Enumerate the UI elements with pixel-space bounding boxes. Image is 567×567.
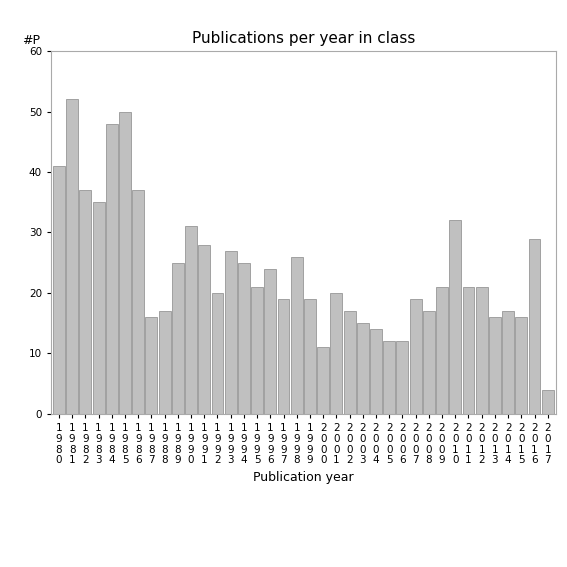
Bar xyxy=(396,341,408,414)
Bar xyxy=(92,202,104,414)
Bar xyxy=(79,190,91,414)
Bar xyxy=(291,257,303,414)
Bar xyxy=(370,329,382,414)
Bar xyxy=(542,390,554,414)
Bar xyxy=(476,287,488,414)
Title: Publications per year in class: Publications per year in class xyxy=(192,31,415,46)
Bar xyxy=(146,317,158,414)
Bar xyxy=(383,341,395,414)
Bar xyxy=(132,190,144,414)
Bar xyxy=(238,263,250,414)
Bar xyxy=(357,323,369,414)
Bar xyxy=(489,317,501,414)
Bar xyxy=(159,311,171,414)
Bar xyxy=(331,293,342,414)
Bar xyxy=(251,287,263,414)
Bar xyxy=(119,112,131,414)
Bar xyxy=(528,239,540,414)
Bar xyxy=(278,299,290,414)
Bar xyxy=(185,226,197,414)
Bar xyxy=(423,311,435,414)
Bar xyxy=(515,317,527,414)
Bar xyxy=(66,99,78,414)
Bar xyxy=(106,124,118,414)
Bar xyxy=(502,311,514,414)
Bar xyxy=(304,299,316,414)
X-axis label: Publication year: Publication year xyxy=(253,471,354,484)
Bar xyxy=(225,251,236,414)
Bar xyxy=(264,269,276,414)
Bar xyxy=(198,244,210,414)
Y-axis label: #P: #P xyxy=(22,35,40,48)
Bar xyxy=(172,263,184,414)
Bar xyxy=(53,166,65,414)
Bar xyxy=(449,221,461,414)
Bar xyxy=(211,293,223,414)
Bar xyxy=(344,311,356,414)
Bar xyxy=(436,287,448,414)
Bar xyxy=(317,348,329,414)
Bar xyxy=(410,299,422,414)
Bar xyxy=(463,287,475,414)
